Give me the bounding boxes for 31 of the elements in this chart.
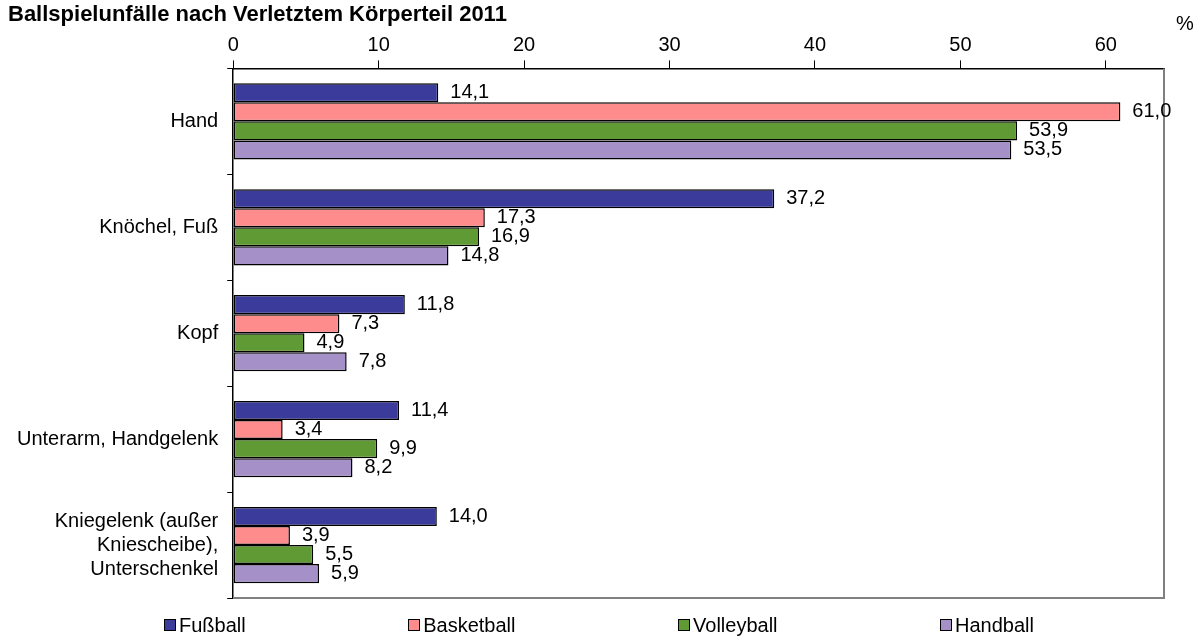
- x-tick-label: 0: [227, 32, 239, 55]
- data-label: 14,8: [460, 243, 500, 266]
- data-label: 14,0: [448, 503, 488, 526]
- x-tick-label: 30: [658, 32, 681, 55]
- legend-label: Fußball: [179, 613, 246, 637]
- data-label: 11,4: [411, 398, 449, 421]
- x-tick-label: 10: [367, 32, 390, 55]
- data-label: 7,3: [351, 311, 380, 334]
- legend-label: Volleyball: [693, 613, 778, 637]
- data-label: 61,0: [1132, 99, 1172, 122]
- chart-title: Ballspielunfälle nach Verletztem Körperteil 2011: [8, 1, 507, 27]
- x-tick-label: 60: [1094, 32, 1117, 55]
- data-label: 37,2: [786, 186, 826, 209]
- data-label: 14,1: [450, 80, 490, 103]
- x-tick-label: 20: [512, 32, 536, 55]
- y-tick-label: Kniegelenk (außer Kniescheibe), Unterschenkel: [54, 508, 219, 579]
- y-tick-label: Unterarm, Handgelenk: [16, 426, 220, 449]
- legend-label: Basketball: [423, 613, 516, 637]
- data-label: 11,8: [416, 292, 455, 315]
- data-label: 4,9: [316, 330, 345, 353]
- data-label: 53,9: [1029, 118, 1069, 141]
- legend-label: Handball: [955, 613, 1034, 637]
- x-tick-label: 50: [949, 32, 972, 55]
- data-label: 3,4: [294, 417, 323, 440]
- x-tick-label: 40: [803, 32, 827, 55]
- data-label: 17,3: [496, 205, 536, 228]
- x-axis-title: %: [1176, 11, 1195, 34]
- data-label: 7,8: [358, 349, 387, 372]
- y-tick-label: Kopf: [177, 320, 219, 343]
- y-tick-label: Hand: [170, 108, 219, 131]
- y-tick-label: Knöchel, Fuß: [99, 214, 219, 237]
